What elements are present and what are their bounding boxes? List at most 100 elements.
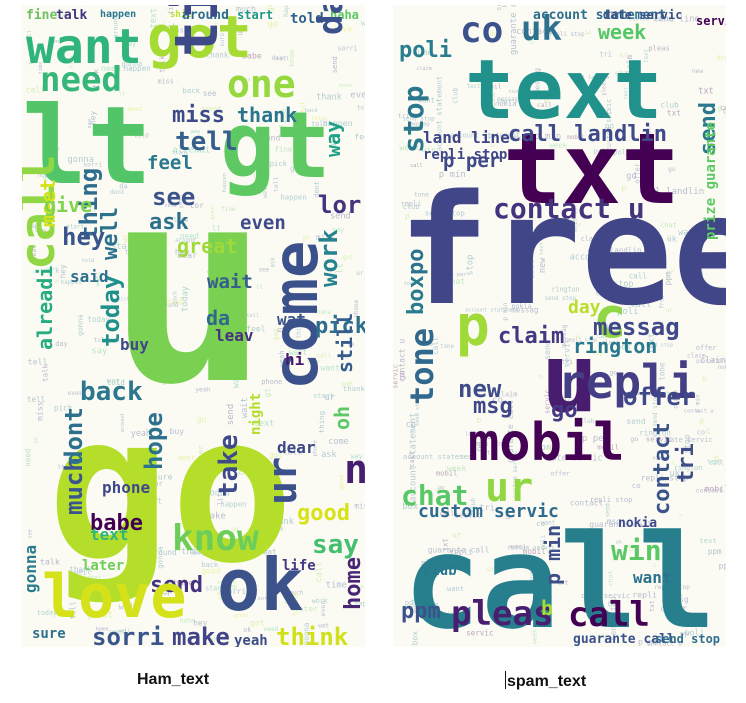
texture-word: p xyxy=(583,388,588,397)
texture-word: date servic xyxy=(546,454,602,464)
texture-word: sorri xyxy=(83,162,102,169)
texture-word: later xyxy=(294,604,319,614)
texture-word: offer xyxy=(550,469,570,477)
texture-word: give xyxy=(307,359,320,365)
texture-word: way xyxy=(191,129,201,135)
texture-word: po xyxy=(502,5,508,7)
texture-word: start xyxy=(111,241,136,251)
texture-word: custom servic xyxy=(561,338,571,402)
spam-word-poli: poli xyxy=(399,38,452,63)
texture-word: way xyxy=(351,452,363,460)
texture-word: pick xyxy=(156,23,178,33)
texture-word: pick xyxy=(331,135,338,150)
texture-word: gt xyxy=(263,388,272,397)
texture-word: yeah xyxy=(179,195,185,208)
texture-word: txt xyxy=(441,538,450,551)
texture-word: account statement xyxy=(403,452,477,461)
texture-word: go xyxy=(630,435,638,443)
texture-word: offer xyxy=(661,604,688,614)
ham-word-dont: dont xyxy=(60,407,88,465)
texture-word: miss xyxy=(354,502,365,511)
texture-word: call xyxy=(629,272,647,281)
texture-word: tell xyxy=(28,357,48,367)
texture-word: told xyxy=(125,248,141,256)
texture-word: repli stop xyxy=(641,474,689,483)
ham-word-text: text xyxy=(90,525,129,544)
texture-word: got xyxy=(265,5,275,12)
texture-word: miss xyxy=(216,244,232,252)
ham-word-home: home xyxy=(341,557,365,610)
texture-word: today xyxy=(181,286,191,312)
texture-word: gonna xyxy=(205,488,230,498)
spam-word-co: co xyxy=(460,10,503,51)
texture-word: back xyxy=(174,523,181,538)
texture-word: much xyxy=(289,591,303,597)
texture-word: text xyxy=(539,242,545,255)
ham-wordcloud: sorri need got thing happen lt told way hey hey th… xyxy=(22,5,365,647)
texture-word: repli stop xyxy=(590,495,633,504)
texture-word: babe xyxy=(174,577,194,587)
texture-word: much xyxy=(236,5,256,13)
spam-word-send: send xyxy=(696,102,721,155)
texture-word: ur xyxy=(666,307,674,314)
texture-word: call xyxy=(282,586,291,605)
ham-word-today: today xyxy=(97,275,125,347)
texture-word: b xyxy=(546,444,556,449)
texture-word: p xyxy=(405,211,410,221)
texture-word: ur xyxy=(452,530,462,539)
texture-word: chat xyxy=(615,68,633,77)
texture-word: co xyxy=(697,429,705,437)
texture-word: send xyxy=(261,134,280,143)
spam-word-new: new xyxy=(458,375,502,403)
texture-word: call xyxy=(602,10,618,18)
texture-word: b xyxy=(629,543,634,553)
texture-word: back xyxy=(201,561,219,569)
texture-word: happen xyxy=(220,499,246,508)
texture-word: account statement xyxy=(434,76,443,152)
texture-word: feel xyxy=(29,52,35,65)
texture-word: text xyxy=(647,333,657,354)
texture-word: ask xyxy=(187,354,198,360)
ham-word-see: see xyxy=(152,183,195,211)
texture-word: got xyxy=(271,328,280,341)
texture-word: n xyxy=(276,328,286,333)
ham-word-thank: thank xyxy=(237,103,297,127)
texture-word: ppm xyxy=(664,271,673,285)
texture-word: txt xyxy=(698,86,714,96)
texture-word: c xyxy=(487,143,496,147)
texture-word: account statement xyxy=(450,132,520,140)
texture-word: date servic xyxy=(666,435,713,444)
ham-word-good: good xyxy=(297,501,350,526)
ham-word-yeah: yeah xyxy=(234,633,268,647)
texture-word: ur xyxy=(619,51,627,59)
texture-word: po xyxy=(476,441,486,451)
texture-word: think xyxy=(82,540,88,555)
ham-word-way: way xyxy=(321,121,345,157)
ham-word-buy: buy xyxy=(120,335,149,354)
texture-word: thank xyxy=(316,93,342,103)
texture-word: send stop xyxy=(652,394,659,427)
spam-word-claim: claim xyxy=(498,324,564,349)
ham-word-thing: thing xyxy=(75,168,103,240)
texture-word: want xyxy=(94,271,101,286)
texture-word: haha xyxy=(317,310,331,316)
texture-word: send xyxy=(688,272,703,279)
texture-word: even xyxy=(350,90,365,100)
texture-word: one xyxy=(341,380,353,388)
texture-word: think xyxy=(311,116,328,122)
texture-word: got xyxy=(343,255,353,261)
texture-word: happen xyxy=(222,173,228,192)
texture-word: land line xyxy=(465,431,493,437)
texture-word: text xyxy=(644,49,650,63)
texture-word: box xyxy=(409,631,419,646)
ham-word-hi: hi xyxy=(285,350,305,369)
texture-word: sorri xyxy=(223,587,246,596)
texture-word: box xyxy=(402,502,419,512)
spam-word-go: go xyxy=(551,398,578,423)
ham-word-ask: ask xyxy=(149,210,189,235)
texture-word: p xyxy=(575,335,581,339)
ham-word-oh: oh xyxy=(330,406,354,430)
texture-word: ur xyxy=(444,610,454,620)
texture-word: even xyxy=(68,391,82,397)
texture-word: day xyxy=(139,631,149,637)
